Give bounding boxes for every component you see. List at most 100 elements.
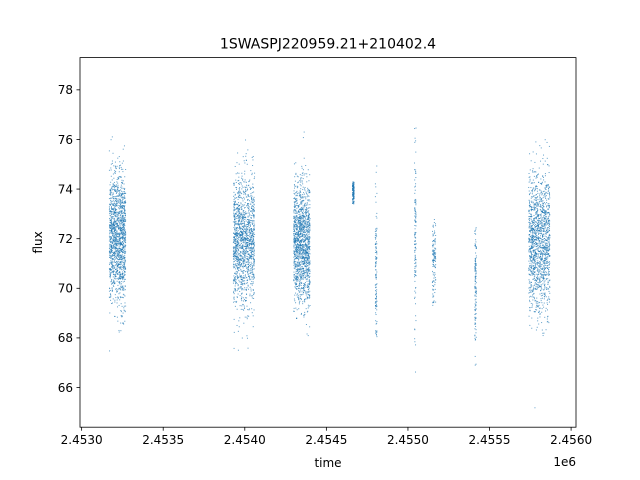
- data-point: [307, 261, 309, 263]
- data-point: [248, 228, 250, 230]
- data-point: [114, 196, 116, 198]
- data-point: [124, 234, 126, 236]
- data-point: [118, 304, 120, 306]
- data-point: [238, 202, 240, 204]
- data-point: [235, 250, 237, 252]
- data-point: [297, 234, 299, 236]
- data-point: [547, 229, 549, 231]
- data-point: [251, 270, 253, 272]
- data-point: [117, 284, 119, 286]
- data-point: [301, 266, 303, 268]
- data-point: [109, 221, 111, 223]
- data-point: [300, 268, 302, 270]
- data-point: [532, 189, 533, 191]
- data-point: [109, 219, 111, 221]
- data-point: [242, 225, 244, 227]
- data-point: [234, 218, 236, 220]
- data-point: [244, 251, 246, 253]
- data-point: [376, 321, 378, 323]
- data-point: [243, 249, 245, 251]
- data-point: [242, 253, 244, 255]
- data-point: [108, 169, 110, 171]
- data-point: [546, 185, 548, 187]
- data-point: [235, 220, 237, 222]
- data-point: [304, 286, 306, 288]
- data-point: [296, 240, 298, 242]
- data-point: [239, 194, 241, 196]
- data-point: [309, 236, 311, 238]
- data-point: [123, 265, 125, 267]
- data-point: [238, 262, 240, 264]
- data-point: [113, 221, 115, 223]
- data-point: [302, 172, 304, 174]
- data-point: [234, 255, 236, 257]
- data-point: [434, 238, 436, 240]
- data-point: [250, 219, 252, 221]
- data-point: [109, 225, 111, 227]
- data-point: [124, 219, 126, 221]
- data-point: [243, 228, 245, 230]
- data-point: [243, 210, 245, 211]
- data-point: [233, 293, 235, 295]
- data-point: [242, 204, 244, 206]
- data-point: [433, 222, 435, 224]
- data-point: [296, 229, 298, 231]
- data-point: [243, 213, 245, 215]
- data-point: [294, 238, 296, 240]
- data-point: [433, 240, 435, 242]
- data-point: [544, 254, 546, 256]
- data-point: [235, 235, 237, 237]
- data-point: [294, 197, 296, 199]
- data-point: [474, 269, 476, 271]
- data-point: [240, 214, 242, 216]
- data-point: [111, 187, 113, 189]
- data-point: [294, 203, 296, 205]
- data-point: [549, 226, 551, 227]
- data-point: [119, 227, 121, 229]
- data-point: [251, 284, 253, 286]
- data-point: [251, 244, 253, 246]
- data-point: [248, 209, 250, 211]
- data-point: [532, 230, 534, 232]
- data-point: [113, 229, 115, 231]
- data-point: [239, 267, 241, 269]
- data-point: [114, 214, 116, 216]
- data-point: [114, 301, 116, 303]
- data-point: [251, 266, 253, 268]
- data-point: [253, 293, 255, 295]
- data-point: [307, 238, 309, 240]
- data-point: [110, 249, 112, 251]
- data-point: [115, 240, 117, 242]
- data-point: [302, 292, 304, 294]
- data-point: [113, 210, 115, 212]
- data-point: [475, 305, 477, 307]
- data-point: [414, 296, 416, 298]
- data-point: [475, 329, 477, 331]
- data-point: [239, 220, 241, 222]
- data-point: [240, 283, 242, 285]
- data-point: [300, 232, 302, 234]
- data-point: [250, 217, 252, 219]
- data-point: [308, 248, 310, 250]
- data-point: [415, 171, 417, 173]
- data-point: [118, 272, 120, 274]
- data-point: [376, 295, 377, 297]
- data-point: [235, 179, 237, 181]
- data-point: [236, 256, 238, 258]
- data-point: [300, 210, 302, 212]
- data-point: [244, 231, 246, 233]
- data-point: [117, 218, 119, 220]
- data-point: [295, 263, 297, 265]
- data-point: [116, 212, 118, 214]
- data-point: [247, 199, 249, 201]
- data-point: [252, 159, 254, 161]
- data-point: [376, 305, 378, 307]
- data-point: [250, 235, 252, 237]
- data-point: [110, 194, 112, 196]
- data-point: [233, 277, 235, 279]
- data-point: [235, 243, 237, 245]
- data-point: [124, 213, 126, 215]
- data-point: [298, 236, 300, 238]
- data-point: [297, 269, 299, 271]
- data-point: [251, 198, 253, 199]
